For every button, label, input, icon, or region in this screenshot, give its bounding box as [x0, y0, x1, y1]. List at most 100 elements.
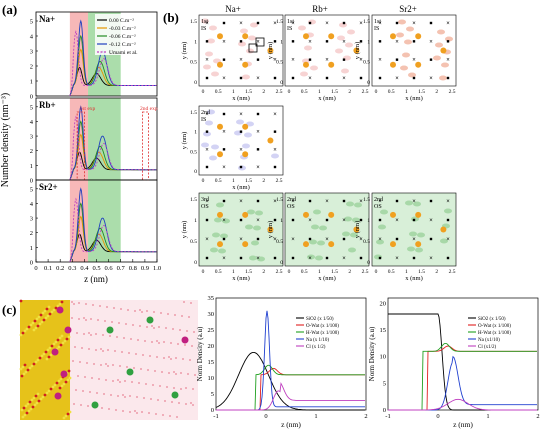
- lattice-dot: [222, 21, 226, 25]
- c-right-legend-entry-1: O-Wat (x 1/100): [478, 324, 511, 329]
- map-xtick: 2: [262, 269, 265, 275]
- silica-atom: [24, 404, 28, 408]
- water-molecule: [85, 319, 87, 321]
- ion-sphere: [106, 326, 114, 334]
- ion-sphere: [64, 326, 72, 334]
- silica-atom: [34, 394, 38, 398]
- silica-atom: [36, 392, 40, 396]
- density-blob: [201, 142, 209, 148]
- lattice-x-marker: ×: [446, 21, 450, 27]
- lattice-x-marker: ×: [395, 256, 399, 262]
- lattice-x-marker: ×: [308, 218, 312, 224]
- water-molecule: [146, 310, 148, 312]
- silica-atom: [54, 306, 58, 310]
- lattice-x-marker: ×: [273, 112, 277, 118]
- map-xlabel: x (nm): [232, 184, 250, 191]
- density-blob: [246, 121, 254, 127]
- orange-site: [440, 226, 447, 233]
- lattice-dot: [205, 165, 209, 169]
- silica-atom: [49, 387, 53, 391]
- density-blob: [337, 35, 345, 41]
- lattice-dot: [325, 218, 329, 222]
- map-frame-5: [284, 192, 370, 267]
- silica-atom: [33, 319, 37, 323]
- lattice-dot: [412, 256, 416, 260]
- silica-atom: [19, 299, 23, 303]
- density-blob: [380, 209, 388, 215]
- c-left-legend-entry-2: H-Wat (x 1/100): [306, 331, 339, 336]
- map-xtick: 0: [202, 89, 205, 95]
- silica-atom: [60, 384, 64, 388]
- water-molecule: [122, 410, 124, 412]
- lattice-dot: [222, 112, 226, 116]
- lattice-x-marker: ×: [273, 147, 277, 153]
- density-blob: [342, 231, 350, 237]
- water-molecule: [135, 353, 137, 355]
- lattice-x-marker: ×: [273, 199, 277, 205]
- silica-atom: [44, 350, 48, 354]
- lattice-dot: [342, 21, 346, 25]
- map-xtick: 0: [288, 89, 291, 95]
- orange-site: [390, 211, 396, 218]
- density-blob: [236, 119, 244, 125]
- ytick-label: 25: [208, 327, 215, 334]
- lattice-dot: [378, 256, 382, 260]
- water-molecule: [169, 415, 171, 417]
- lattice-dot: [222, 58, 226, 61]
- panel-a-ylabel: Number density (nm⁻³): [0, 93, 11, 187]
- lattice-dot: [256, 21, 260, 25]
- density-blob: [302, 58, 310, 64]
- silica-atom: [62, 416, 66, 420]
- water-molecule: [103, 393, 105, 395]
- panel-label-a: (a): [2, 2, 18, 17]
- water-molecule: [102, 350, 104, 352]
- lattice-x-marker: ×: [395, 76, 399, 82]
- density-blob: [247, 209, 255, 215]
- lattice-x-marker: ×: [446, 237, 450, 243]
- map-tag-b: OS: [287, 204, 295, 210]
- c-left-curve-2: [216, 364, 365, 411]
- map-ytick: 0: [194, 80, 197, 86]
- water-molecule: [111, 321, 113, 323]
- density-blob: [406, 26, 414, 32]
- silica-atom: [37, 399, 41, 403]
- lattice-dot: [446, 218, 450, 222]
- lattice-x-marker: ×: [359, 58, 363, 64]
- water-molecule: [104, 320, 106, 322]
- water-molecule: [141, 411, 143, 413]
- density-blob: [444, 208, 452, 214]
- lattice-x-marker: ×: [222, 39, 226, 45]
- silica-atom: [64, 380, 68, 384]
- silica-atom: [56, 304, 60, 308]
- water-molecule: [155, 413, 157, 415]
- water-molecule: [80, 404, 82, 406]
- water-molecule: [92, 304, 94, 306]
- lattice-x-marker: ×: [342, 76, 346, 82]
- lattice-x-marker: ×: [239, 112, 243, 118]
- highlight-box-1: [248, 43, 258, 53]
- water-molecule: [86, 362, 88, 364]
- lattice-x-marker: ×: [359, 199, 363, 205]
- map-xlabel: x (nm): [405, 95, 423, 102]
- map-xtick: 2: [262, 178, 265, 184]
- water-molecule: [89, 391, 91, 393]
- water-molecule: [180, 388, 182, 390]
- ion-sphere: [51, 348, 59, 356]
- water-molecule: [167, 313, 169, 315]
- lattice-dot: [429, 199, 433, 203]
- density-blob: [222, 218, 230, 224]
- xtick-label: 0.7: [117, 265, 126, 272]
- orange-site: [242, 241, 249, 248]
- water-molecule: [90, 318, 92, 320]
- lattice-dot: [429, 58, 433, 61]
- density-blob: [398, 19, 406, 25]
- orange-site: [415, 211, 422, 218]
- silica-atom: [57, 379, 61, 383]
- silica-atom: [32, 362, 36, 366]
- silica-atom: [43, 393, 47, 397]
- map-ytick: 1.5: [276, 19, 283, 25]
- map-ytick: 0: [280, 80, 283, 86]
- density-blob: [212, 232, 220, 238]
